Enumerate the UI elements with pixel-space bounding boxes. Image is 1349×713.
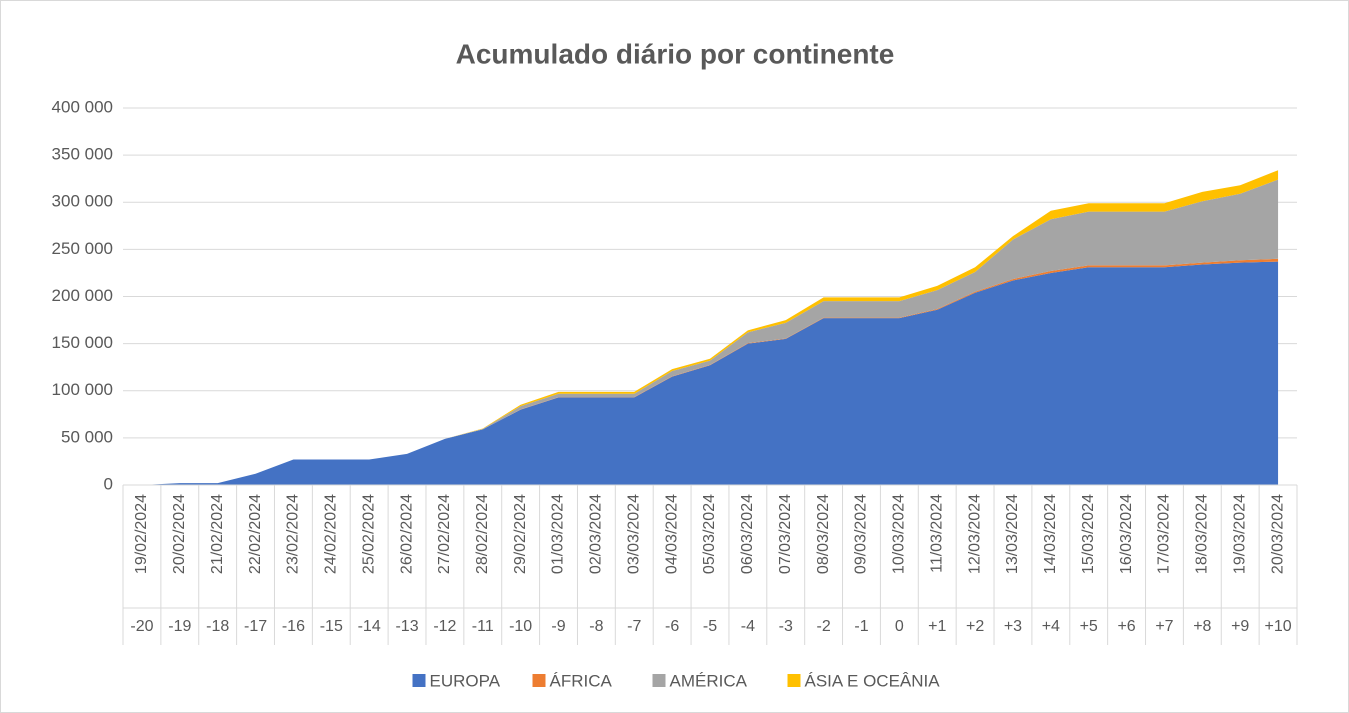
x-tick-label: 19/03/2024 [1231, 494, 1248, 574]
x-offset-label: -16 [282, 618, 305, 635]
x-offset-label: -3 [779, 618, 793, 635]
x-offset-label: 0 [895, 618, 904, 635]
x-tick-label: 15/03/2024 [1080, 494, 1097, 574]
y-tick-label: 350 000 [52, 145, 113, 164]
x-offset-label: -4 [741, 618, 755, 635]
legend-swatch [787, 674, 801, 687]
x-tick-label: 20/03/2024 [1269, 494, 1286, 574]
legend-label: ÁFRICA [550, 671, 613, 690]
y-tick-label: 300 000 [52, 192, 113, 211]
x-tick-label: 11/03/2024 [928, 494, 945, 573]
y-tick-label: 0 [104, 474, 113, 493]
x-offset-label: +10 [1264, 618, 1291, 635]
x-tick-label: 19/02/2024 [133, 494, 150, 574]
x-offset-label: +1 [928, 618, 946, 635]
x-offset-label: -11 [472, 618, 494, 635]
x-offset-label: -8 [589, 618, 603, 635]
x-tick-label: 07/03/2024 [777, 494, 794, 574]
x-tick-label: 27/02/2024 [436, 494, 453, 574]
x-tick-label: 05/03/2024 [701, 494, 718, 574]
y-tick-label: 400 000 [52, 97, 113, 116]
x-tick-label: 18/03/2024 [1194, 494, 1211, 574]
legend-swatch [412, 674, 426, 687]
x-tick-label: 16/03/2024 [1118, 494, 1135, 574]
x-offset-label: -18 [206, 618, 229, 635]
x-tick-label: 06/03/2024 [739, 494, 756, 574]
x-offset-label: -6 [665, 618, 679, 635]
x-offset-label: -2 [816, 618, 830, 635]
x-tick-label: 17/03/2024 [1156, 494, 1173, 574]
x-offset-label: +8 [1193, 618, 1211, 635]
x-tick-label: 21/02/2024 [209, 494, 226, 574]
y-tick-label: 250 000 [52, 239, 113, 258]
x-offset-label: -9 [551, 618, 565, 635]
x-offset-label: -1 [854, 618, 868, 635]
x-tick-label: 02/03/2024 [588, 494, 605, 574]
x-offset-label: +9 [1231, 618, 1249, 635]
y-tick-label: 50 000 [61, 427, 113, 446]
x-tick-label: 12/03/2024 [966, 494, 983, 574]
x-tick-label: 24/02/2024 [323, 494, 340, 574]
x-tick-label: 20/02/2024 [171, 494, 188, 574]
x-tick-label: 03/03/2024 [625, 494, 642, 574]
legend-swatch [532, 674, 546, 687]
x-offset-label: -20 [130, 618, 153, 635]
legend-swatch [652, 674, 666, 687]
x-tick-label: 09/03/2024 [853, 494, 870, 574]
x-offset-label: -13 [395, 618, 418, 635]
x-offset-label: +7 [1155, 618, 1173, 635]
x-tick-label: 01/03/2024 [550, 494, 567, 574]
x-tick-label: 14/03/2024 [1042, 494, 1059, 574]
x-tick-label: 25/02/2024 [360, 494, 377, 574]
x-tick-label: 04/03/2024 [663, 494, 680, 574]
chart-title: Acumulado diário por continente [456, 38, 895, 69]
x-offset-label: +5 [1080, 618, 1098, 635]
x-tick-label: 10/03/2024 [891, 494, 908, 574]
legend-label: AMÉRICA [670, 671, 748, 690]
x-offset-label: -5 [703, 618, 717, 635]
x-offset-label: -12 [433, 618, 456, 635]
x-offset-label: -10 [509, 618, 532, 635]
x-offset-label: -7 [627, 618, 641, 635]
x-offset-label: +4 [1042, 618, 1060, 635]
y-tick-label: 100 000 [52, 380, 113, 399]
area [141, 261, 1279, 485]
x-offset-label: -17 [244, 618, 267, 635]
x-offset-label: -15 [320, 618, 343, 635]
x-tick-label: 13/03/2024 [1004, 494, 1021, 574]
x-tick-label: 23/02/2024 [285, 494, 302, 574]
x-tick-label: 22/02/2024 [247, 494, 264, 574]
y-tick-label: 150 000 [52, 333, 113, 352]
y-tick-label: 200 000 [52, 286, 113, 305]
x-offset-label: -14 [358, 618, 381, 635]
x-tick-label: 29/02/2024 [512, 494, 529, 574]
x-tick-label: 28/02/2024 [474, 494, 491, 574]
x-offset-label: -19 [168, 618, 191, 635]
legend-label: EUROPA [430, 671, 501, 690]
x-offset-label: +6 [1117, 618, 1135, 635]
x-offset-label: +3 [1004, 618, 1022, 635]
area [141, 179, 1279, 485]
x-offset-label: +2 [966, 618, 984, 635]
x-tick-label: 26/02/2024 [398, 494, 415, 574]
x-tick-label: 08/03/2024 [815, 494, 832, 574]
legend-label: ÁSIA E OCEÂNIA [805, 671, 941, 690]
